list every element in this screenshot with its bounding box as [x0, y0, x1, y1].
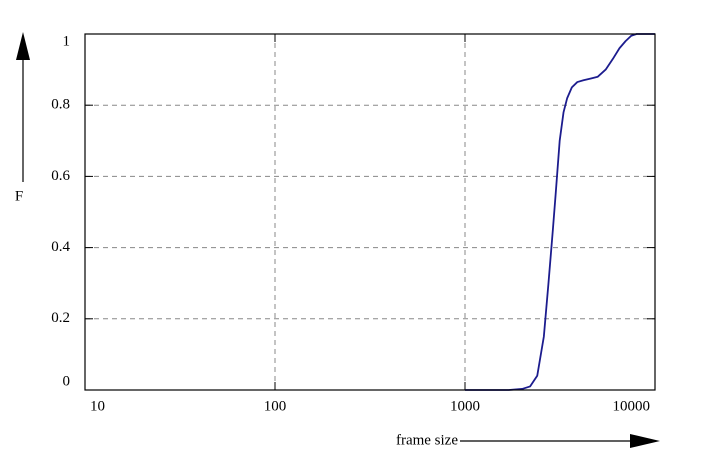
data-line: [465, 33, 655, 391]
x-arrow: [460, 434, 660, 448]
y-tick-label: 0: [63, 373, 71, 389]
y-tick-label: 0.8: [51, 97, 70, 113]
y-tick-label: 0.6: [51, 168, 70, 184]
y-tick-label: 0.4: [51, 239, 70, 255]
x-tick-label: 10000: [613, 398, 651, 414]
x-tick-label: 1000: [450, 398, 480, 414]
plot-area: 0 0.2 0.4 0.6 0.8 1 10 100 1000 10000: [51, 33, 656, 414]
y-arrow: [16, 32, 30, 182]
y-tick-label: 0.2: [51, 310, 70, 326]
plot-frame: [84, 33, 656, 391]
x-axis-label: frame size: [396, 432, 458, 448]
y-tick-label: 1: [63, 33, 71, 49]
y-axis-label: F: [15, 188, 23, 204]
x-tick-label: 10: [90, 398, 105, 414]
x-tick-label: 100: [264, 398, 287, 414]
